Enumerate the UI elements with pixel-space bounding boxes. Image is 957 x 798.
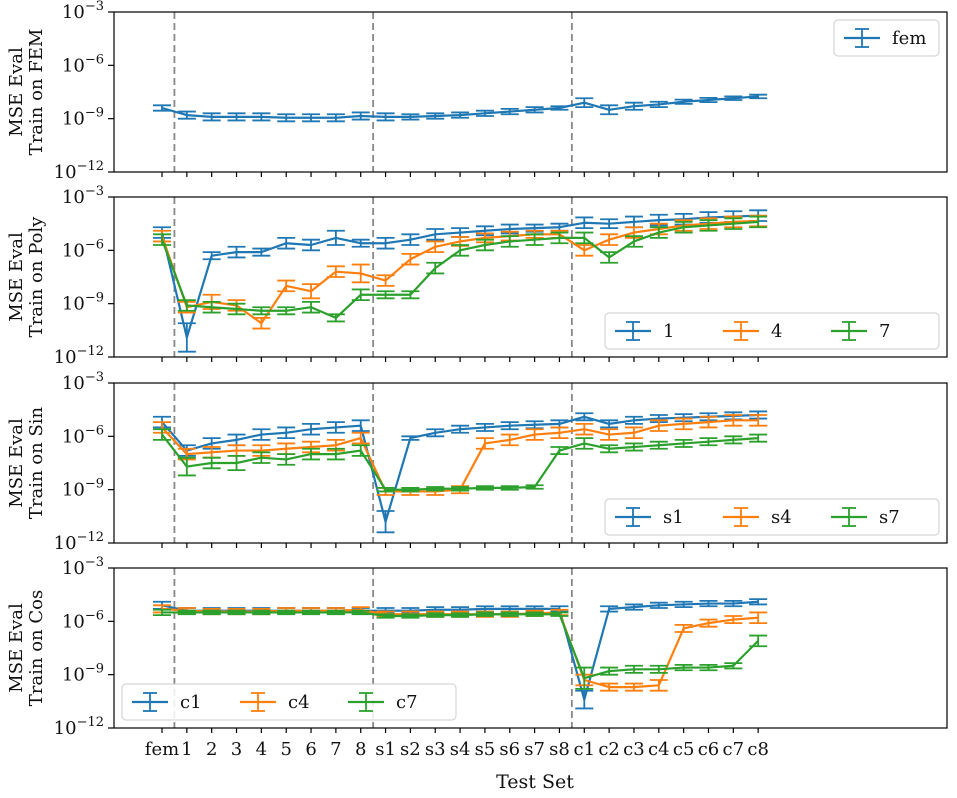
x-tick-label: 8 bbox=[355, 739, 366, 760]
y-tick-label: 10−9 bbox=[62, 291, 104, 315]
legend-entry-c1: c1 bbox=[132, 692, 202, 713]
x-tick-label: s5 bbox=[475, 739, 496, 760]
x-tick-label: s2 bbox=[400, 739, 421, 760]
y-axis-label: MSE EvalTrain on FEM bbox=[6, 29, 47, 156]
x-tick-label: s7 bbox=[524, 739, 545, 760]
y-tick-label: 10−9 bbox=[62, 477, 104, 501]
series-line-c7 bbox=[162, 611, 759, 680]
y-tick-label: 10−3 bbox=[62, 370, 104, 394]
y-tick-label: 10−6 bbox=[62, 52, 104, 76]
plot-frame bbox=[113, 11, 948, 173]
legend-entry-s4: s4 bbox=[723, 507, 792, 528]
y-tick-label: 10−6 bbox=[62, 423, 104, 447]
panel-2: 10−12 10−9 10−6 10−3 MSE EvalTrain on Poly 1 4… bbox=[6, 184, 948, 368]
legend-entry-c4: c4 bbox=[240, 692, 310, 713]
x-tick-label: 7 bbox=[330, 739, 341, 760]
series-s7 bbox=[153, 428, 768, 493]
legend-entry-fem: fem bbox=[844, 28, 926, 49]
panel-1: 10−12 10−9 10−6 10−3 MSE EvalTrain on FEM fem bbox=[6, 0, 948, 183]
y-tick-label: 10−3 bbox=[62, 184, 104, 208]
series-c4 bbox=[153, 604, 768, 692]
legend-entry-s7: s7 bbox=[831, 507, 900, 528]
y-tick-label: 10−12 bbox=[54, 530, 104, 554]
x-tick-label: c8 bbox=[747, 739, 769, 760]
plot-frame bbox=[113, 567, 948, 729]
legend-label: fem bbox=[892, 28, 926, 49]
legend-entry-4: 4 bbox=[723, 321, 782, 342]
x-tick-label: s3 bbox=[425, 739, 446, 760]
panel-4: 10−12 10−9 10−6 10−3 fem 1 2 3 4 5 6 7 8 s1 s2 s3 s4 s5 s6… bbox=[6, 555, 948, 760]
plot-frame bbox=[113, 382, 948, 544]
legend-label: c7 bbox=[396, 692, 418, 713]
legend-label: s7 bbox=[879, 507, 900, 528]
series-c7 bbox=[153, 608, 768, 690]
legend-label: c1 bbox=[180, 692, 202, 713]
series-7 bbox=[153, 215, 768, 323]
legend: c1 c4 c7 bbox=[121, 683, 457, 721]
legend-label: 1 bbox=[663, 321, 674, 342]
y-tick-label: 10−9 bbox=[62, 662, 104, 686]
y-tick-label: 10−3 bbox=[62, 555, 104, 579]
legend-entry-1: 1 bbox=[615, 321, 674, 342]
x-tick-label: c5 bbox=[673, 739, 695, 760]
y-tick-label: 10−12 bbox=[54, 715, 104, 739]
plot-frame bbox=[113, 196, 948, 358]
x-tick-label: fem bbox=[145, 739, 179, 760]
legend-label: s1 bbox=[663, 507, 684, 528]
y-axis-label: MSE EvalTrain on Cos bbox=[6, 590, 47, 706]
series-fem bbox=[153, 93, 768, 123]
x-tick-label: s4 bbox=[450, 739, 471, 760]
x-tick-label: 1 bbox=[181, 739, 192, 760]
x-tick-label: 5 bbox=[280, 739, 291, 760]
x-tick-label: 4 bbox=[256, 739, 267, 760]
x-tick-label: 6 bbox=[305, 739, 316, 760]
y-tick-label: 10−6 bbox=[62, 237, 104, 261]
legend-label: 7 bbox=[879, 321, 890, 342]
x-tick-label: c6 bbox=[698, 739, 720, 760]
series-4 bbox=[153, 214, 768, 330]
x-axis-label: Test Set bbox=[496, 771, 574, 793]
y-axis-label: MSE EvalTrain on Sin bbox=[6, 406, 47, 519]
legend: 1 4 7 bbox=[604, 312, 940, 350]
x-tick-label: c2 bbox=[598, 739, 620, 760]
y-tick-label: 10−3 bbox=[62, 0, 104, 23]
x-tick-label: 3 bbox=[231, 739, 242, 760]
x-tick-label: c4 bbox=[648, 739, 670, 760]
x-tick-label: s1 bbox=[375, 739, 396, 760]
x-tick-label: c7 bbox=[723, 739, 745, 760]
panels: 10−12 10−9 10−6 10−3 MSE EvalTrain on FEM fem… bbox=[6, 0, 948, 760]
legend-entry-s1: s1 bbox=[615, 507, 684, 528]
series-line-c4 bbox=[161, 607, 759, 689]
legend-label: c4 bbox=[288, 692, 310, 713]
legend-entry-7: 7 bbox=[831, 321, 890, 342]
x-tick-label: c1 bbox=[574, 739, 596, 760]
legend: s1 s4 s7 bbox=[604, 498, 940, 536]
y-tick-label: 10−12 bbox=[54, 344, 104, 368]
legend-entry-c7: c7 bbox=[348, 692, 418, 713]
y-tick-label: 10−6 bbox=[62, 608, 104, 632]
x-tick-label: s6 bbox=[499, 739, 520, 760]
legend: fem bbox=[833, 19, 940, 57]
y-axis-label: MSE EvalTrain on Poly bbox=[6, 216, 47, 338]
legend-label: 4 bbox=[771, 321, 782, 342]
y-tick-label: 10−9 bbox=[62, 106, 104, 130]
x-tick-label: s8 bbox=[549, 739, 570, 760]
series-line-s7 bbox=[161, 433, 759, 491]
x-tick-label: c3 bbox=[623, 739, 645, 760]
y-tick-label: 10−12 bbox=[54, 159, 104, 183]
x-tick-label: 2 bbox=[206, 739, 217, 760]
legend-label: s4 bbox=[771, 507, 792, 528]
